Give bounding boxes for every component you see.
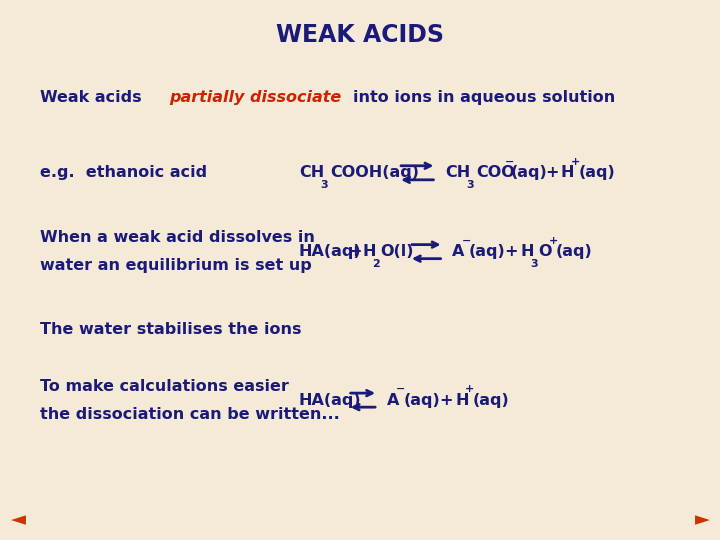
Text: +: + xyxy=(505,244,518,259)
Text: COOH(aq): COOH(aq) xyxy=(330,165,419,180)
Text: partially dissociate: partially dissociate xyxy=(169,90,341,105)
Text: COO: COO xyxy=(476,165,515,180)
Text: (aq): (aq) xyxy=(403,393,440,408)
Text: WEAK ACIDS: WEAK ACIDS xyxy=(276,23,444,47)
Text: ◄: ◄ xyxy=(11,510,25,529)
Text: ►: ► xyxy=(695,510,709,529)
Text: HA(aq): HA(aq) xyxy=(299,244,361,259)
Text: +: + xyxy=(571,157,580,167)
Text: −: − xyxy=(396,384,405,394)
Text: +: + xyxy=(545,165,559,180)
Text: CH: CH xyxy=(299,165,324,180)
Text: A: A xyxy=(452,244,464,259)
Text: CH: CH xyxy=(445,165,470,180)
Text: −: − xyxy=(505,157,514,167)
Text: A: A xyxy=(387,393,399,408)
Text: (aq): (aq) xyxy=(510,165,547,180)
Text: To make calculations easier: To make calculations easier xyxy=(40,379,289,394)
Text: Weak acids: Weak acids xyxy=(40,90,141,105)
Text: The water stabilises the ions: The water stabilises the ions xyxy=(40,322,301,337)
Text: (aq): (aq) xyxy=(556,244,593,259)
Text: +: + xyxy=(348,244,361,259)
Text: (aq): (aq) xyxy=(469,244,505,259)
Text: +: + xyxy=(439,393,453,408)
Text: 3: 3 xyxy=(467,180,474,190)
Text: H: H xyxy=(521,244,534,259)
Text: HA(aq): HA(aq) xyxy=(299,393,361,408)
Text: the dissociation can be written...: the dissociation can be written... xyxy=(40,407,339,422)
Text: 3: 3 xyxy=(320,180,328,190)
Text: (aq): (aq) xyxy=(472,393,509,408)
Text: water an equilibrium is set up: water an equilibrium is set up xyxy=(40,258,311,273)
Text: into ions in aqueous solution: into ions in aqueous solution xyxy=(353,90,615,105)
Text: +: + xyxy=(465,384,474,394)
Text: H: H xyxy=(362,244,376,259)
Text: −: − xyxy=(462,236,471,246)
Text: e.g.  ethanoic acid: e.g. ethanoic acid xyxy=(40,165,207,180)
Text: 3: 3 xyxy=(531,259,539,268)
Text: 2: 2 xyxy=(372,259,380,268)
Text: O(l): O(l) xyxy=(380,244,414,259)
Text: When a weak acid dissolves in: When a weak acid dissolves in xyxy=(40,230,315,245)
Text: O: O xyxy=(539,244,552,259)
Text: H: H xyxy=(561,165,575,180)
Text: (aq): (aq) xyxy=(578,165,615,180)
Text: +: + xyxy=(549,236,558,246)
Text: H: H xyxy=(455,393,469,408)
